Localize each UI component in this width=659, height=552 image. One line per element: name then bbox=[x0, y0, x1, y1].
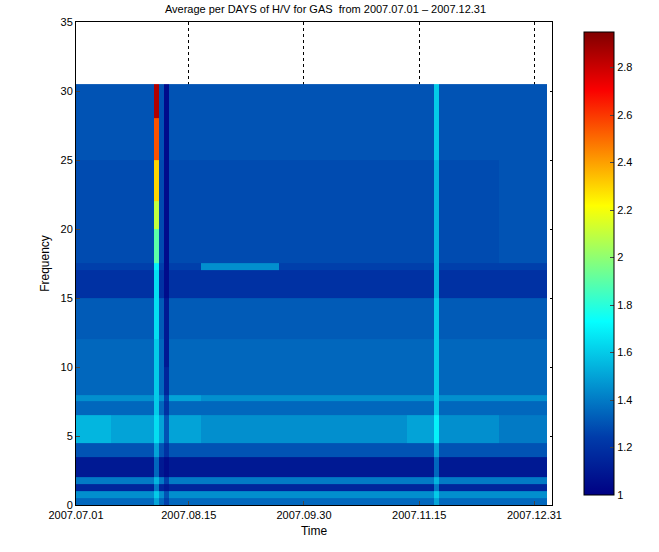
svg-text:30: 30 bbox=[61, 85, 73, 97]
svg-text:1.6: 1.6 bbox=[617, 346, 632, 358]
svg-text:2007.12.31: 2007.12.31 bbox=[507, 509, 562, 521]
svg-text:1.8: 1.8 bbox=[617, 299, 632, 311]
svg-text:2.6: 2.6 bbox=[617, 109, 632, 121]
svg-text:15: 15 bbox=[61, 292, 73, 304]
svg-text:2007.08.15: 2007.08.15 bbox=[161, 509, 216, 521]
svg-text:2.4: 2.4 bbox=[617, 156, 632, 168]
svg-text:35: 35 bbox=[61, 16, 73, 28]
svg-text:Time: Time bbox=[301, 524, 328, 538]
svg-text:10: 10 bbox=[61, 361, 73, 373]
svg-text:1.2: 1.2 bbox=[617, 441, 632, 453]
svg-text:20: 20 bbox=[61, 223, 73, 235]
svg-text:2: 2 bbox=[617, 251, 623, 263]
svg-text:2.2: 2.2 bbox=[617, 204, 632, 216]
svg-text:5: 5 bbox=[67, 430, 73, 442]
svg-text:2.8: 2.8 bbox=[617, 61, 632, 73]
svg-text:25: 25 bbox=[61, 154, 73, 166]
svg-text:0: 0 bbox=[67, 499, 73, 511]
svg-text:Frequency: Frequency bbox=[38, 235, 52, 292]
svg-text:Average per DAYS of H/V for GA: Average per DAYS of H/V for GAS from 200… bbox=[165, 3, 486, 15]
svg-text:1: 1 bbox=[617, 489, 623, 501]
svg-text:1.4: 1.4 bbox=[617, 394, 632, 406]
svg-text:2007.07.01: 2007.07.01 bbox=[48, 509, 103, 521]
svg-text:2007.09.30: 2007.09.30 bbox=[276, 509, 331, 521]
svg-text:2007.11.15: 2007.11.15 bbox=[392, 509, 446, 521]
